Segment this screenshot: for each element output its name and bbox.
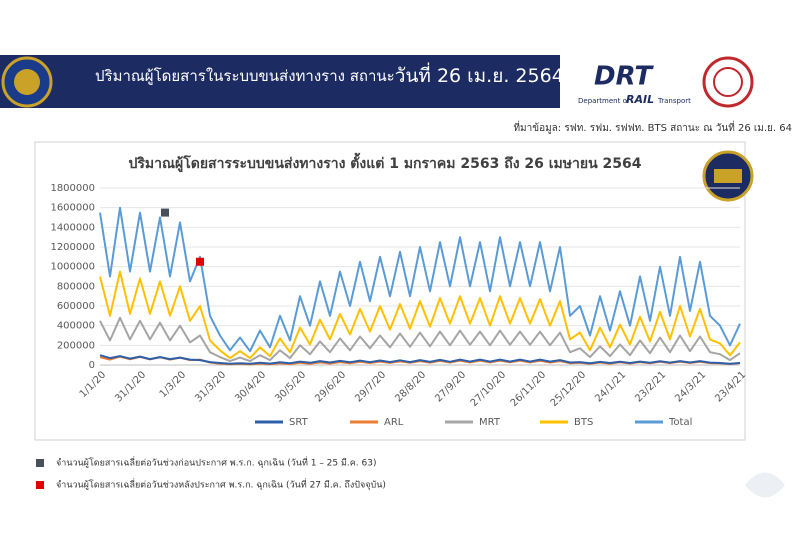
footnote-bullet: [36, 459, 44, 467]
series-line: [99, 270, 741, 360]
footnotes: จำนวนผู้โดยสารเฉลี่ยต่อวันช่วงก่อนประกาศ…: [36, 456, 386, 491]
y-tick-label: 600000: [57, 301, 95, 312]
emblem-left-inner: [14, 69, 40, 95]
y-tick-label: 800000: [57, 281, 95, 292]
series-line: [99, 206, 741, 353]
legend-label: ARL: [384, 417, 404, 428]
y-tick-label: 1000000: [50, 262, 95, 273]
series-line: [99, 354, 741, 365]
logo-line3: Transport: [657, 97, 691, 105]
emblem-right: [702, 56, 754, 108]
y-tick-label: 0: [89, 360, 95, 371]
logo-brand: DRT: [594, 62, 654, 92]
y-tick-label: 1600000: [50, 203, 95, 214]
header-title: ปริมาณผู้โดยสารในระบบขนส่งทางราง สถานะวั…: [95, 62, 564, 87]
legend-label: MRT: [479, 417, 501, 428]
series-line: [99, 316, 741, 363]
header-title-main: ปริมาณผู้โดยสารในระบบขนส่งทางราง สถานะ: [95, 67, 395, 85]
y-tick-label: 1200000: [50, 242, 95, 253]
y-tick-label: 1800000: [50, 183, 95, 194]
y-tick-label: 200000: [57, 340, 95, 351]
source-note: ที่มาข้อมูล: รฟท. รฟม. รฟฟท. BTS สถานะ ณ…: [513, 120, 792, 134]
chart-frame: [34, 141, 746, 441]
footnote-text: จำนวนผู้โดยสารเฉลี่ยต่อวันช่วงหลังประกาศ…: [56, 478, 386, 491]
footnote-bullet: [36, 481, 44, 489]
footnote-text: จำนวนผู้โดยสารเฉลี่ยต่อวันช่วงก่อนประกาศ…: [56, 456, 377, 469]
marker: [161, 208, 169, 217]
header-title-date: วันที่ 26 เม.ย. 2564: [395, 62, 564, 87]
logo-line1: Department of: [578, 97, 630, 105]
legend-label: Total: [668, 417, 692, 428]
header-logo-area: [560, 55, 800, 108]
logo-line2: RAIL: [626, 93, 654, 106]
watermark: [745, 472, 785, 498]
y-tick-label: 400000: [57, 321, 95, 332]
marker: [196, 257, 204, 266]
chart-emblem-inner: [714, 169, 742, 183]
legend-label: SRT: [289, 417, 309, 428]
chart-title: ปริมาณผู้โดยสารระบบขนส่งทางราง ตั้งแต่ 1…: [129, 152, 642, 172]
y-tick-label: 1400000: [50, 222, 95, 233]
legend-label: BTS: [574, 417, 593, 428]
header-band: [0, 55, 560, 108]
emblem-right-inner: [713, 67, 743, 97]
